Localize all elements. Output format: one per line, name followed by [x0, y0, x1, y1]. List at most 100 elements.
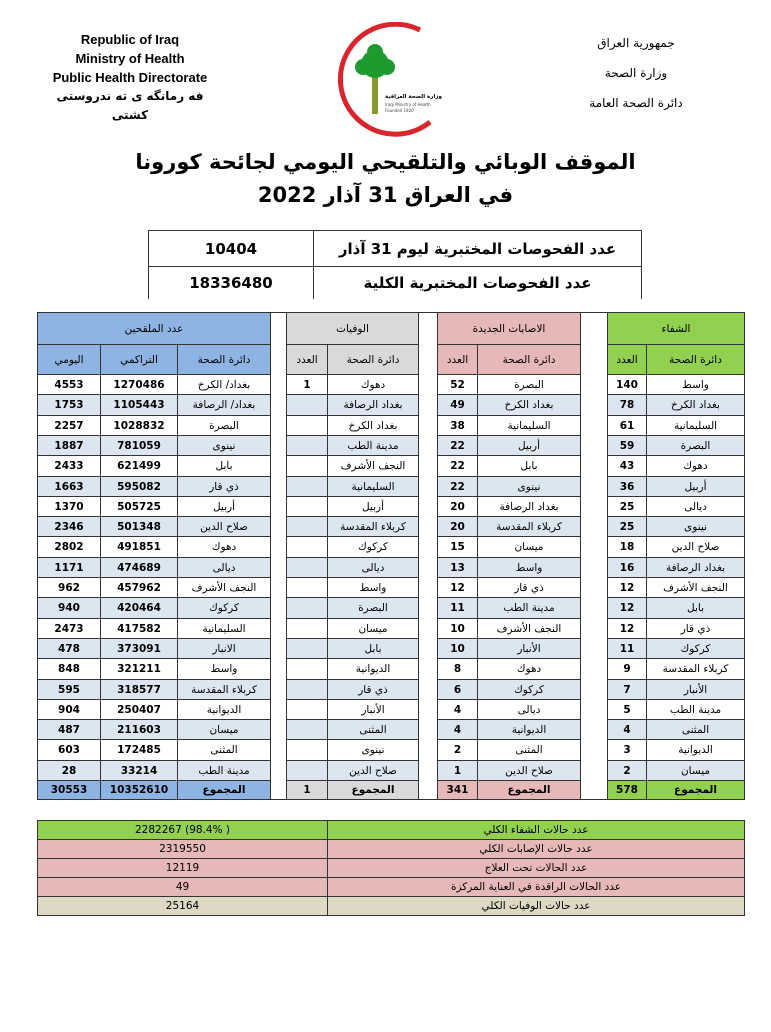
recovery-count-cell: 12 [607, 577, 647, 598]
new-cases-count-cell: 6 [437, 679, 478, 700]
deaths-count-cell [286, 516, 328, 537]
new-cases-count-cell: 49 [437, 394, 478, 416]
vaccinated-daily-cell: 1887 [37, 435, 101, 456]
deaths-count-cell [286, 719, 328, 740]
english-line: Ministry of Health [75, 51, 185, 66]
recovery-dept-cell: كركوك [646, 638, 745, 659]
new-cases-section-header: الاصابات الجديدة [437, 312, 581, 345]
total-tests-label: عدد الفحوصات المختبرية الكلية [313, 266, 642, 299]
new-cases-count-cell: 12 [437, 577, 478, 598]
new-cases-count-cell: 22 [437, 455, 478, 477]
vaccinated-daily-cell: 1663 [37, 476, 101, 497]
new-cases-dept-cell: البصرة [477, 374, 581, 395]
column-header: العدد [437, 344, 478, 375]
vaccinated-cumulative-cell: 172485 [100, 739, 178, 761]
deaths-dept-cell: واسط [327, 577, 419, 598]
vaccinated-dept-cell: أربيل [177, 496, 271, 517]
vaccinated-dept-cell: ذي قار [177, 476, 271, 497]
deaths-dept-cell: صلاح الدين [327, 760, 419, 781]
recovery-dept-cell: دهوك [646, 455, 745, 477]
recovery-dept-cell: ذي قار [646, 618, 745, 639]
total-tests-value: 18336480 [148, 266, 314, 299]
new-cases-dept-cell: كركوك [477, 679, 581, 700]
vaccinated-daily-cell: 2257 [37, 415, 101, 436]
recovery-dept-cell: الديوانية [646, 739, 745, 761]
vaccinated-cumulative-cell: 501348 [100, 516, 178, 537]
recovery-dept-cell: بابل [646, 597, 745, 619]
deaths-count-cell [286, 679, 328, 700]
new-cases-count-cell: 4 [437, 719, 478, 740]
deaths-count-cell [286, 455, 328, 477]
deaths-count-cell [286, 536, 328, 558]
new-cases-dept-cell: بابل [477, 455, 581, 477]
column-header: العدد [607, 344, 647, 375]
arabic-line: وزارة الصحة [604, 66, 668, 80]
vaccinated-cumulative-cell: 33214 [100, 760, 178, 781]
vaccinated-dept-cell: السليمانية [177, 618, 271, 639]
recovery-dept-cell: السليمانية [646, 415, 745, 436]
vaccinated-cumulative-cell: 250407 [100, 699, 178, 720]
vaccinated-dept-cell: المثنى [177, 739, 271, 761]
vaccinated-cumulative-cell: 1270486 [100, 374, 178, 395]
recovery-dept-cell: النجف الأشرف [646, 577, 745, 598]
total-cell: 1 [286, 780, 328, 800]
vaccinated-dept-cell: كركوك [177, 597, 271, 619]
total-cell: 10352610 [100, 780, 178, 800]
vaccinated-daily-cell: 940 [37, 597, 101, 619]
vaccinated-dept-cell: ديالى [177, 557, 271, 578]
recovery-count-cell: 78 [607, 394, 647, 416]
deaths-count-cell [286, 557, 328, 578]
recovery-count-cell: 25 [607, 516, 647, 537]
deaths-dept-cell: مدينة الطب [327, 435, 419, 456]
ministry-logo: وزارة الصحة العراقية Iraqi Ministry of H… [338, 22, 443, 137]
recovery-count-cell: 12 [607, 618, 647, 639]
recovery-count-cell: 2 [607, 760, 647, 781]
new-cases-dept-cell: صلاح الدين [477, 760, 581, 781]
vaccinated-daily-cell: 4553 [37, 374, 101, 395]
recovery-count-cell: 43 [607, 455, 647, 477]
page-subtitle: في العراق 31 آذار 2022 [257, 183, 514, 207]
vaccinated-dept-cell: بغداد/ الكرخ [177, 374, 271, 395]
deaths-count-cell [286, 739, 328, 761]
vaccinated-cumulative-cell: 321211 [100, 658, 178, 680]
total-cell: 30553 [37, 780, 101, 800]
column-header: دائرة الصحة [646, 344, 745, 375]
deaths-dept-cell: المثنى [327, 719, 419, 740]
vaccinated-daily-cell: 1370 [37, 496, 101, 517]
recovery-count-cell: 3 [607, 739, 647, 761]
summary-value: ( 98.4%) 2282267 [37, 820, 328, 840]
new-cases-dept-cell: كربلاء المقدسة [477, 516, 581, 537]
deaths-dept-cell: الديوانية [327, 658, 419, 680]
deaths-count-cell [286, 496, 328, 517]
deaths-count-cell [286, 476, 328, 497]
vaccinated-daily-cell: 487 [37, 719, 101, 740]
new-cases-dept-cell: بغداد الكرخ [477, 394, 581, 416]
page-title: الموقف الوبائي والتلقيحي اليومي لجائحة ك… [135, 150, 636, 174]
summary-label: عدد حالات الإصابات الكلي [327, 839, 745, 859]
recovery-count-cell: 61 [607, 415, 647, 436]
spacer-column [418, 312, 438, 800]
deaths-dept-cell: كركوك [327, 536, 419, 558]
deaths-dept-cell: بغداد الرصافة [327, 394, 419, 416]
vaccinated-cumulative-cell: 1028832 [100, 415, 178, 436]
vaccinated-cumulative-cell: 318577 [100, 679, 178, 700]
new-cases-count-cell: 10 [437, 638, 478, 659]
vaccinated-dept-cell: البصرة [177, 415, 271, 436]
vaccinated-daily-cell: 1753 [37, 394, 101, 416]
recovery-dept-cell: مدينة الطب [646, 699, 745, 720]
vaccinated-cumulative-cell: 420464 [100, 597, 178, 619]
new-cases-dept-cell: واسط [477, 557, 581, 578]
deaths-count-cell [286, 415, 328, 436]
column-header: دائرة الصحة [177, 344, 271, 375]
summary-value: 49 [37, 877, 328, 897]
vaccinated-section-header: عدد الملقحين [37, 312, 271, 345]
deaths-count-cell [286, 618, 328, 639]
deaths-dept-cell: ديالى [327, 557, 419, 578]
english-line: Republic of Iraq [80, 32, 180, 47]
recovery-count-cell: 9 [607, 658, 647, 680]
new-cases-dept-cell: نينوى [477, 476, 581, 497]
recovery-count-cell: 59 [607, 435, 647, 456]
new-cases-dept-cell: ميسان [477, 536, 581, 558]
new-cases-count-cell: 20 [437, 516, 478, 537]
new-cases-count-cell: 22 [437, 476, 478, 497]
